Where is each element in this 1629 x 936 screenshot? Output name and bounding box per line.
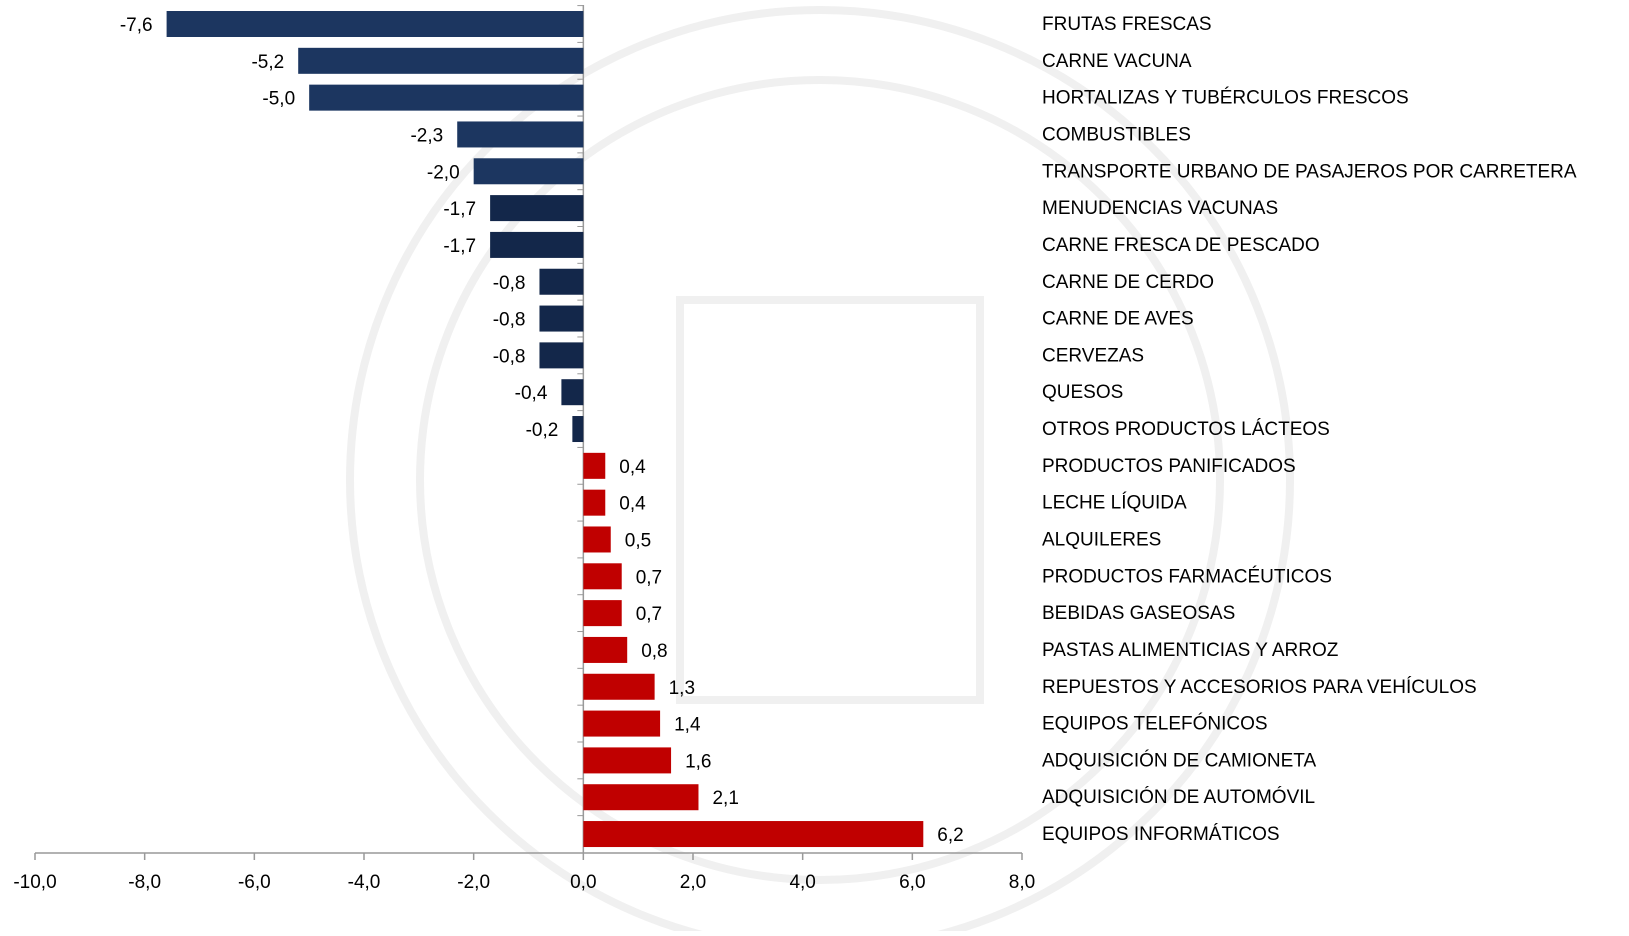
bar (572, 416, 584, 443)
value-label: -5,0 (262, 89, 295, 110)
category-label: TRANSPORTE URBANO DE PASAJEROS POR CARRE… (1042, 161, 1577, 182)
bar (539, 268, 584, 295)
bar (583, 784, 699, 811)
value-label: 0,7 (636, 604, 662, 625)
category-label: CERVEZAS (1042, 345, 1144, 366)
category-label: PRODUCTOS PANIFICADOS (1042, 456, 1296, 477)
value-label: -0,2 (526, 420, 559, 441)
category-label: PRODUCTOS FARMACÉUTICOS (1042, 566, 1332, 587)
value-label: 6,2 (937, 825, 963, 846)
value-label: 2,1 (712, 788, 738, 809)
category-label: CARNE DE CERDO (1042, 272, 1214, 293)
value-label: 0,4 (619, 494, 646, 515)
bar (539, 342, 584, 369)
value-label: -0,8 (493, 273, 526, 294)
x-tick-label: 0,0 (570, 872, 596, 893)
bar (583, 821, 924, 848)
value-label: -5,2 (251, 52, 284, 73)
value-label: 0,7 (636, 567, 662, 588)
category-label: FRUTAS FRESCAS (1042, 14, 1212, 35)
category-label: EQUIPOS INFORMÁTICOS (1042, 824, 1280, 845)
category-label: LECHE LÍQUIDA (1042, 493, 1187, 514)
bar (583, 452, 606, 479)
bar (457, 121, 584, 148)
category-label: CARNE VACUNA (1042, 51, 1192, 72)
bar (583, 636, 628, 663)
x-tick-label: 6,0 (899, 872, 925, 893)
value-label: -1,7 (443, 199, 476, 220)
value-label: -7,6 (120, 15, 153, 36)
category-label: REPUESTOS Y ACCESORIOS PARA VEHÍCULOS (1042, 677, 1477, 698)
value-label: -0,8 (493, 346, 526, 367)
bar (473, 158, 584, 185)
watermark (346, 6, 1294, 936)
bar (583, 673, 655, 700)
x-tick-label: 2,0 (680, 872, 706, 893)
bar (583, 600, 622, 627)
bar (583, 747, 672, 774)
x-tick-label: -4,0 (348, 872, 381, 893)
category-label: PASTAS ALIMENTICIAS Y ARROZ (1042, 640, 1339, 661)
bar (583, 489, 606, 516)
x-tick-label: -6,0 (238, 872, 271, 893)
value-label: -2,3 (410, 125, 443, 146)
value-label: -2,0 (427, 162, 460, 183)
value-label: 1,4 (674, 715, 701, 736)
bar (298, 47, 584, 74)
category-label: ALQUILERES (1042, 529, 1161, 550)
value-label: 1,6 (685, 751, 711, 772)
x-tick-label: 4,0 (789, 872, 815, 893)
x-tick-label: -8,0 (128, 872, 161, 893)
category-label: CARNE DE AVES (1042, 309, 1194, 330)
category-label: HORTALIZAS Y TUBÉRCULOS FRESCOS (1042, 88, 1409, 109)
bar (309, 84, 584, 111)
category-label: ADQUISICIÓN DE AUTOMÓVIL (1042, 786, 1315, 808)
bar (583, 563, 622, 590)
value-label: 0,4 (619, 457, 646, 478)
value-label: -0,8 (493, 310, 526, 331)
category-label: BEBIDAS GASEOSAS (1042, 603, 1235, 624)
bar (166, 11, 584, 37)
bar (539, 305, 584, 332)
bar (561, 379, 584, 406)
x-tick-label: -10,0 (13, 872, 56, 893)
category-label: QUESOS (1042, 382, 1123, 403)
bar (490, 195, 584, 222)
value-label: 1,3 (669, 678, 695, 699)
x-tick-label: 8,0 (1009, 872, 1035, 893)
bar (583, 710, 661, 737)
value-label: 0,8 (641, 641, 667, 662)
category-label: OTROS PRODUCTOS LÁCTEOS (1042, 419, 1330, 440)
value-label: 0,5 (625, 530, 651, 551)
category-label: EQUIPOS TELEFÓNICOS (1042, 713, 1268, 735)
category-label: COMBUSTIBLES (1042, 124, 1191, 145)
bar (583, 526, 611, 553)
category-label: MENUDENCIAS VACUNAS (1042, 198, 1278, 219)
value-label: -0,4 (515, 383, 548, 404)
value-label: -1,7 (443, 236, 476, 257)
category-label: ADQUISICIÓN DE CAMIONETA (1042, 749, 1316, 771)
category-label: CARNE FRESCA DE PESCADO (1042, 235, 1320, 256)
bar (490, 231, 584, 258)
x-tick-label: -2,0 (457, 872, 490, 893)
